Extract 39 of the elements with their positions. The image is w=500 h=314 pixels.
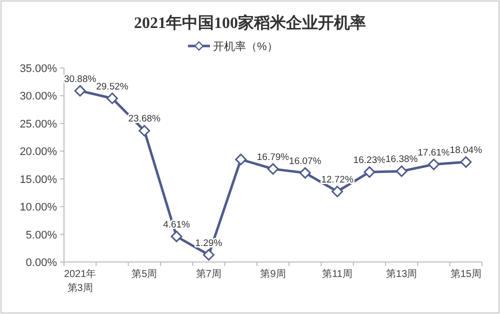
x-tick-label: 2021年第3周 xyxy=(64,268,96,294)
point xyxy=(428,158,440,170)
y-tick-label: 25.00% xyxy=(20,118,58,130)
y-tick-label: 0.00% xyxy=(26,257,58,269)
data-label: 16.23% xyxy=(353,155,386,166)
point xyxy=(332,186,344,198)
data-label: 30.88% xyxy=(64,74,97,85)
y-tick-label: 10.00% xyxy=(20,202,58,214)
data-label: 12.72% xyxy=(321,174,354,186)
data-label: 16.07% xyxy=(289,156,322,167)
point xyxy=(235,154,247,166)
x-tick-label: 第7周 xyxy=(196,268,222,280)
point xyxy=(364,166,376,178)
y-tick-label: 15.00% xyxy=(20,174,58,186)
point xyxy=(106,92,118,104)
x-tick-label: 第15周 xyxy=(450,268,482,280)
x-tick-label: 第13周 xyxy=(386,268,418,280)
x-tick-label: 第11周 xyxy=(322,268,353,280)
point xyxy=(299,167,311,179)
point xyxy=(267,163,279,175)
x-tick-label: 第9周 xyxy=(260,268,286,280)
x-tick-label: 第5周 xyxy=(132,268,158,280)
point xyxy=(170,230,182,242)
data-label: 17.61% xyxy=(418,147,450,158)
data-label: 16.79% xyxy=(256,152,290,163)
data-label: 29.52% xyxy=(96,81,129,92)
y-tick-label: 5.00% xyxy=(26,229,58,242)
point xyxy=(138,124,150,136)
point xyxy=(202,249,214,261)
y-tick-label: 35.00% xyxy=(20,63,58,75)
point xyxy=(396,165,408,177)
legend-label: 开机率（%） xyxy=(213,40,278,53)
y-tick-label: 30.00% xyxy=(20,90,58,103)
point xyxy=(460,156,472,168)
data-label: 16.38% xyxy=(386,154,418,166)
data-label: 18.04% xyxy=(450,145,483,156)
title: 2021年中国100家稻米企业开机率 xyxy=(134,15,366,32)
y-tick-label: 20.00% xyxy=(20,146,58,158)
point xyxy=(74,85,86,97)
